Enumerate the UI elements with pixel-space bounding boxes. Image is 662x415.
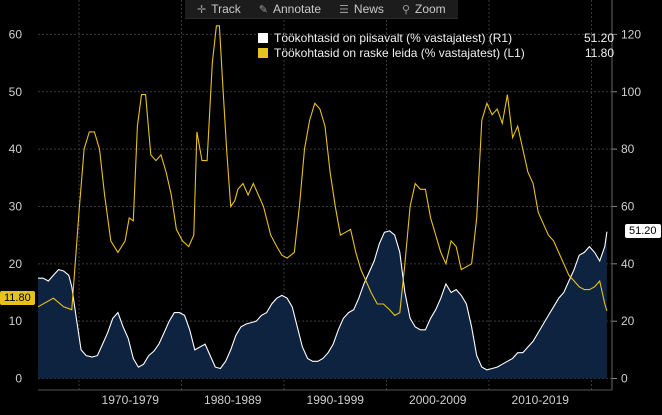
zoom-label: Zoom [415,2,446,16]
annotate-button[interactable]: ✎ Annotate [253,0,327,18]
left-axis-tick-label: 10 [9,314,23,328]
track-label: Track [211,2,241,16]
left-axis-tick-label: 0 [15,372,22,386]
x-axis-band-label: 1980-1989 [204,393,262,407]
chart-legend: Töökohtasid on piisavalt (% vastajatest)… [258,30,614,60]
x-axis-band-label: 1990-1999 [307,393,365,407]
legend-swatch-l1 [258,47,268,58]
zoom-button[interactable]: ⚲ Zoom [396,0,452,18]
x-axis-band-label: 2000-2009 [409,393,467,407]
right-axis-tick-label: 100 [621,85,641,99]
pencil-icon: ✎ [258,2,268,16]
x-axis-band-label: 1970-1979 [102,393,160,407]
news-label: News [353,2,384,16]
left-axis-tick-label: 60 [9,27,23,41]
magnifier-icon: ⚲ [401,2,410,16]
left-axis-tick-label: 30 [9,199,23,213]
legend-item-r1[interactable]: Töökohtasid on piisavalt (% vastajatest)… [258,30,614,45]
right-axis-tick-label: 120 [621,27,641,41]
news-button[interactable]: ☰ News [333,0,390,18]
legend-value-r1: 51.20 [583,30,614,45]
series-r1-area [38,230,607,379]
legend-value-l1: 11.80 [584,45,614,60]
track-button[interactable]: ✛ Track [191,0,247,18]
legend-label-r1: Töökohtasid on piisavalt (% vastajatest)… [274,30,513,45]
right-axis-tick-label: 80 [621,142,635,156]
legend-swatch-r1 [258,32,268,43]
x-axis-band-label: 2010-2019 [512,393,570,407]
left-axis-tick-label: 40 [9,142,23,156]
annotate-label: Annotate [273,2,322,16]
news-icon: ☰ [339,2,349,16]
right-axis-tick-label: 40 [621,257,635,271]
legend-item-l1[interactable]: Töökohtasid on raske leida (% vastajates… [258,45,614,60]
chart-toolbar: ✛ Track ✎ Annotate ☰ News ⚲ Zoom [185,0,458,19]
series-l1-line [37,25,608,317]
left-axis-tick-label: 50 [9,85,23,99]
last-value-tag-r1: 51.20 [625,224,661,238]
last-value-tag-l1: 11.80 [0,291,35,305]
legend-label-l1: Töökohtasid on raske leida (% vastajates… [274,45,525,60]
series-r1-line [38,230,608,371]
right-axis-tick-label: 0 [621,372,628,386]
right-axis-tick-label: 20 [621,314,635,328]
left-axis-tick-label: 20 [9,257,23,271]
crosshair-icon: ✛ [197,2,207,16]
right-axis-tick-label: 60 [621,199,635,213]
